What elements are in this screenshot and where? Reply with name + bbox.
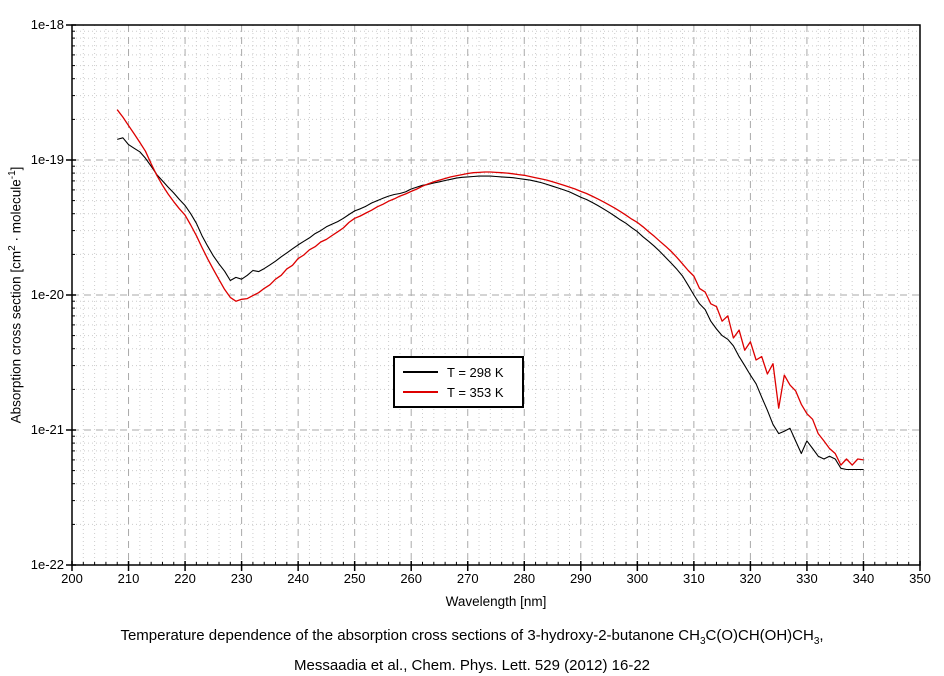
y-tick-label: 1e-18 (30, 17, 64, 32)
caption: Temperature dependence of the absorption… (0, 624, 944, 676)
legend-item: T = 298 K (403, 364, 522, 380)
legend-line-298k (403, 371, 438, 373)
x-tick-label: 280 (513, 571, 536, 586)
y-tick-label: 1e-20 (30, 287, 64, 302)
y-tick-label: 1e-19 (30, 152, 64, 167)
x-tick-label: 290 (569, 571, 592, 586)
legend-label-298k: T = 298 K (447, 364, 504, 380)
legend-label-353k: T = 353 K (447, 384, 504, 400)
text-segment: · molecule (8, 179, 24, 246)
caption-line-1: Temperature dependence of the absorption… (0, 624, 944, 654)
x-tick-label: 220 (174, 571, 196, 586)
text-segment: Temperature dependence of the absorption… (120, 627, 700, 644)
legend-item: T = 353 K (403, 384, 522, 400)
superscript: -1 (7, 170, 18, 180)
x-tick-label: 230 (230, 571, 253, 586)
text-segment: Absorption cross section [cm (8, 250, 24, 424)
x-tick-label: 350 (909, 571, 931, 586)
x-tick-label: 310 (683, 571, 705, 586)
x-tick-label: 270 (456, 571, 479, 586)
series-line-353k (116, 109, 864, 466)
x-tick-label: 240 (287, 571, 309, 586)
text-segment: C(O)CH(OH)CH (705, 627, 814, 644)
y-axis-title: Absorption cross section [cm2 · molecule… (7, 115, 27, 475)
x-tick-label: 320 (739, 571, 762, 586)
subscript: 3 (813, 636, 820, 647)
caption-line-2: Messaadia et al., Chem. Phys. Lett. 529 … (293, 657, 651, 674)
text-segment: , (819, 627, 824, 644)
y-tick-label: 1e-21 (30, 422, 64, 437)
x-tick-label: 200 (61, 571, 83, 586)
superscript: 2 (7, 245, 18, 251)
legend-line-353k (403, 391, 438, 393)
subscript: 3 (699, 636, 706, 647)
x-axis-title: Wavelength [nm] (445, 594, 547, 609)
x-tick-label: 300 (626, 571, 649, 586)
x-tick-label: 330 (796, 571, 818, 586)
series-line-298k (117, 137, 864, 471)
x-tick-label: 340 (852, 571, 875, 586)
legend: T = 298 K T = 353 K (393, 356, 524, 408)
x-tick-label: 210 (117, 571, 140, 586)
x-tick-label: 260 (400, 571, 423, 586)
text-segment: ] (8, 166, 24, 171)
y-tick-label: 1e-22 (30, 557, 64, 572)
x-tick-label: 250 (343, 571, 366, 586)
